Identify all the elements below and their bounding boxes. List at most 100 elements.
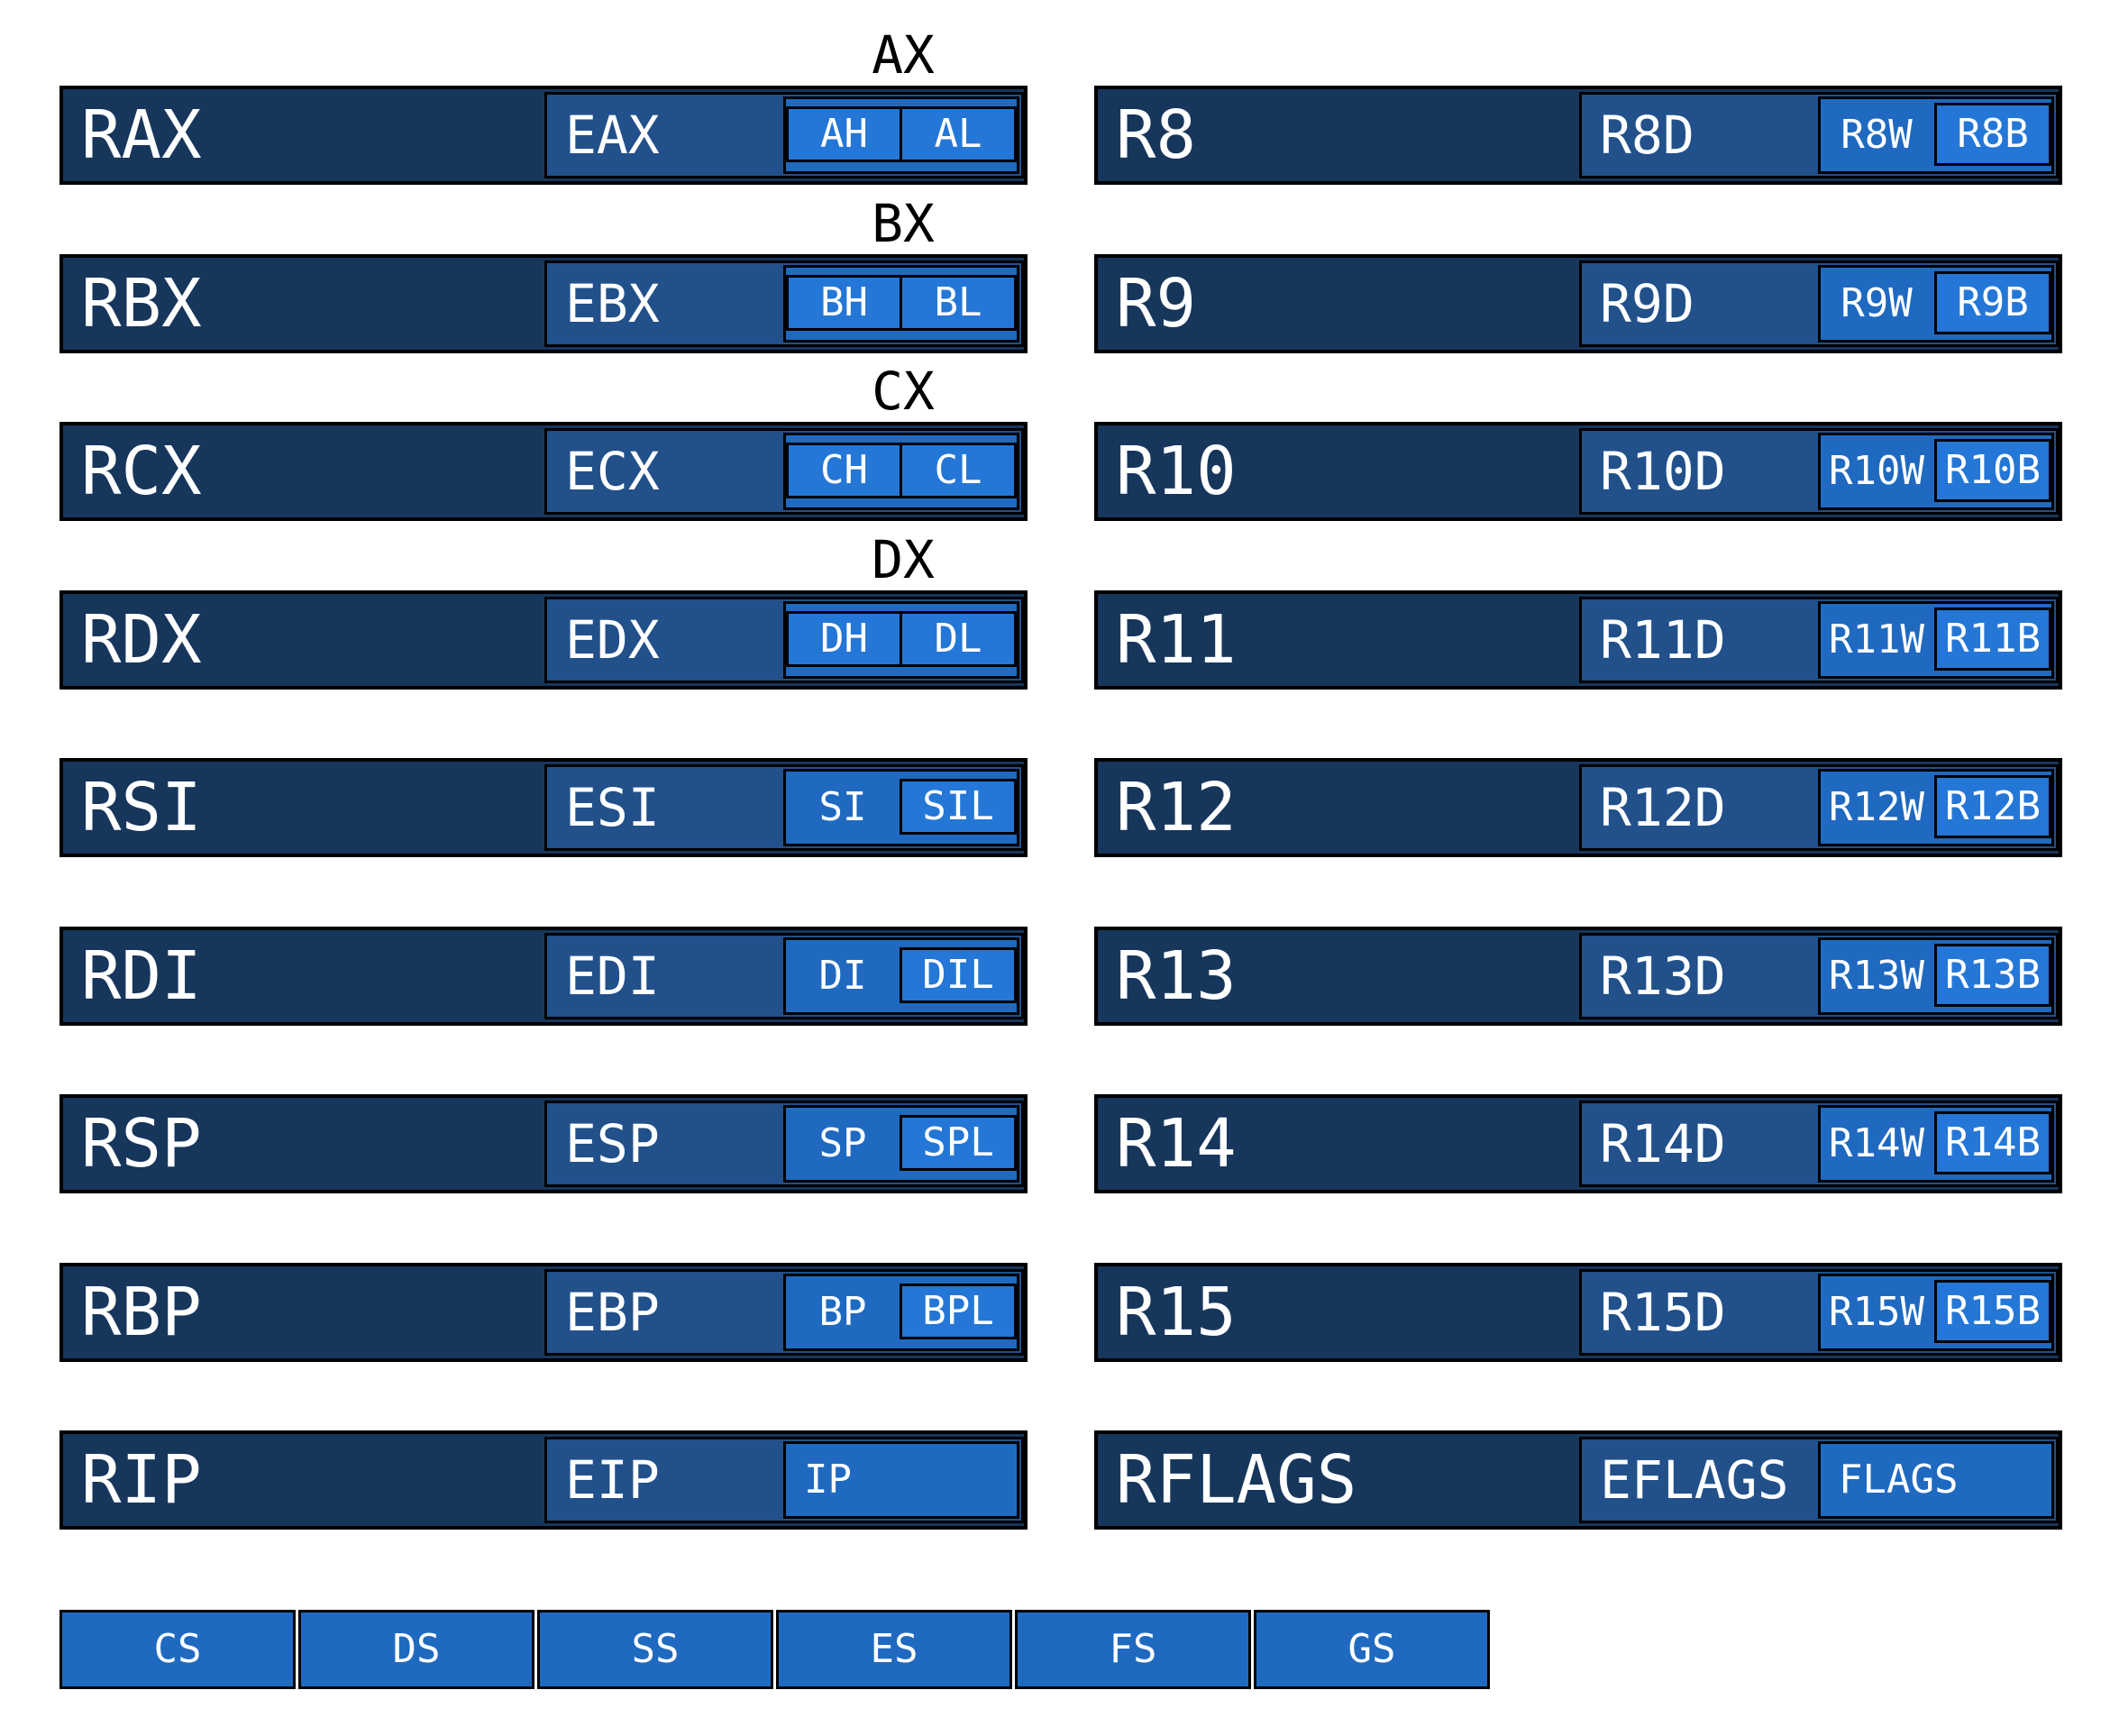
register-64bit-label: RSP [81, 1105, 202, 1183]
register-64bit-label: R14 [1116, 1105, 1237, 1183]
register-row-rbx: RBX EBX BH BL [59, 254, 1028, 353]
register-16bit-box: R11W R11B [1818, 601, 2054, 679]
segment-register-fs: FS [1015, 1610, 1251, 1689]
register-64bit-label: R9 [1116, 265, 1197, 343]
register-row-r8: R8 R8D R8W R8B [1094, 86, 2062, 185]
register-16bit-label: DX [872, 529, 935, 590]
register-32bit-label: EIP [565, 1449, 660, 1511]
register-32bit-box: EDI DI DIL [544, 933, 1024, 1019]
register-16bit-label: R15W [1829, 1289, 1924, 1335]
register-8bit-box: R13B [1934, 944, 2051, 1007]
register-16bit-box: DI DIL [783, 937, 1019, 1015]
register-32bit-box: EFLAGS FLAGS [1579, 1437, 2059, 1523]
register-32bit-label: R13D [1600, 946, 1726, 1007]
register-row-r9: R9 R9D R9W R9B [1094, 254, 2062, 353]
register-8bit-high-box: DH [786, 611, 900, 667]
register-8bit-label: R15B [1945, 1288, 2041, 1334]
register-16bit-label: R9W [1841, 280, 1913, 326]
register-8bit-low-label: AL [934, 111, 982, 157]
register-8bit-high-box: AH [786, 106, 900, 162]
register-32bit-box: EAX AH AL [544, 92, 1024, 178]
register-64bit-label: R13 [1116, 937, 1237, 1015]
register-64bit-label: RIP [81, 1441, 202, 1519]
register-row-rip: RIP EIP IP [59, 1430, 1028, 1530]
segment-register-gs: GS [1254, 1610, 1490, 1689]
register-16bit-label: CX [872, 361, 935, 422]
register-16bit-box: DH DL [783, 601, 1019, 679]
register-8bit-low-box: DL [900, 611, 1017, 667]
register-32bit-box: R14D R14W R14B [1579, 1101, 2059, 1187]
register-row-r15: R15 R15D R15W R15B [1094, 1263, 2062, 1362]
register-16bit-box: R10W R10B [1818, 433, 2054, 510]
segment-register-ss: SS [537, 1610, 773, 1689]
register-32bit-box: R12D R12W R12B [1579, 764, 2059, 851]
register-8bit-label: R10B [1945, 447, 2041, 493]
register-64bit-label: RDI [81, 937, 202, 1015]
register-32bit-box: EBP BP BPL [544, 1269, 1024, 1356]
register-32bit-label: EFLAGS [1600, 1449, 1789, 1511]
register-32bit-box: ESP SP SPL [544, 1101, 1024, 1187]
register-16bit-box: AH AL [783, 96, 1019, 174]
register-16bit-label: R14W [1829, 1120, 1924, 1166]
register-row-rbp: RBP EBP BP BPL [59, 1263, 1028, 1362]
register-16bit-box: R9W R9B [1818, 265, 2054, 343]
register-8bit-label: DIL [922, 952, 994, 998]
register-64bit-label: R12 [1116, 769, 1237, 846]
segment-register-ds: DS [298, 1610, 534, 1689]
register-64bit-label: RBX [81, 265, 202, 343]
register-16bit-box: BH BL [783, 265, 1019, 343]
register-32bit-label: ESP [565, 1113, 660, 1174]
register-32bit-label: EDI [565, 946, 660, 1007]
register-32bit-label: R15D [1600, 1282, 1726, 1343]
register-16bit-label: R10W [1829, 448, 1924, 494]
register-row-r14: R14 R14D R14W R14B [1094, 1094, 2062, 1193]
register-16bit-label: FLAGS [1839, 1457, 1959, 1503]
register-32bit-label: R14D [1600, 1113, 1726, 1174]
register-8bit-box: R10B [1934, 439, 2051, 502]
segment-register-cs: CS [59, 1610, 296, 1689]
register-16bit-label: BX [872, 193, 935, 254]
register-16bit-box: R8W R8B [1818, 96, 2054, 174]
register-16bit-box: CH CL [783, 433, 1019, 510]
register-8bit-high-box: CH [786, 443, 900, 498]
register-8bit-label: R14B [1945, 1119, 2041, 1165]
register-32bit-box: R9D R9W R9B [1579, 260, 2059, 347]
register-8bit-low-label: DL [934, 616, 982, 662]
register-64bit-label: R15 [1116, 1274, 1237, 1351]
register-row-rdx: RDX EDX DH DL [59, 590, 1028, 690]
register-16bit-box: IP [783, 1441, 1019, 1519]
register-row-r10: R10 R10D R10W R10B [1094, 422, 2062, 521]
register-32bit-box: EIP IP [544, 1437, 1024, 1523]
register-8bit-box: DIL [900, 947, 1017, 1003]
register-16bit-label: R12W [1829, 784, 1924, 830]
register-32bit-label: EAX [565, 105, 660, 166]
register-row-r13: R13 R13D R13W R13B [1094, 927, 2062, 1026]
register-8bit-box: R15B [1934, 1280, 2051, 1343]
register-8bit-box: BPL [900, 1284, 1017, 1339]
register-8bit-low-label: CL [934, 447, 982, 493]
register-16bit-label: R13W [1829, 953, 1924, 999]
register-16bit-box: SI SIL [783, 769, 1019, 846]
register-row-rax: RAX EAX AH AL [59, 86, 1028, 185]
register-row-rcx: RCX ECX CH CL [59, 422, 1028, 521]
register-32bit-label: R10D [1600, 441, 1726, 502]
register-32bit-box: R11D R11W R11B [1579, 597, 2059, 683]
register-16bit-label: BP [818, 1289, 867, 1335]
register-8bit-high-label: BH [820, 279, 868, 325]
register-32bit-box: EBX BH BL [544, 260, 1024, 347]
segment-register-es: ES [776, 1610, 1012, 1689]
register-8bit-box: R12B [1934, 775, 2051, 838]
register-16bit-box: FLAGS [1818, 1441, 2054, 1519]
register-64bit-label: RDX [81, 601, 202, 679]
register-8bit-label: BPL [922, 1288, 994, 1334]
register-32bit-label: R12D [1600, 777, 1726, 838]
register-16bit-label: R8W [1841, 112, 1913, 158]
register-64bit-label: RSI [81, 769, 202, 846]
register-8bit-box: R14B [1934, 1111, 2051, 1174]
register-8bit-high-label: DH [820, 616, 868, 662]
register-8bit-label: R13B [1945, 952, 2041, 998]
register-16bit-label: R11W [1829, 617, 1924, 662]
register-64bit-label: RFLAGS [1116, 1441, 1357, 1519]
register-row-rsp: RSP ESP SP SPL [59, 1094, 1028, 1193]
register-32bit-box: R15D R15W R15B [1579, 1269, 2059, 1356]
